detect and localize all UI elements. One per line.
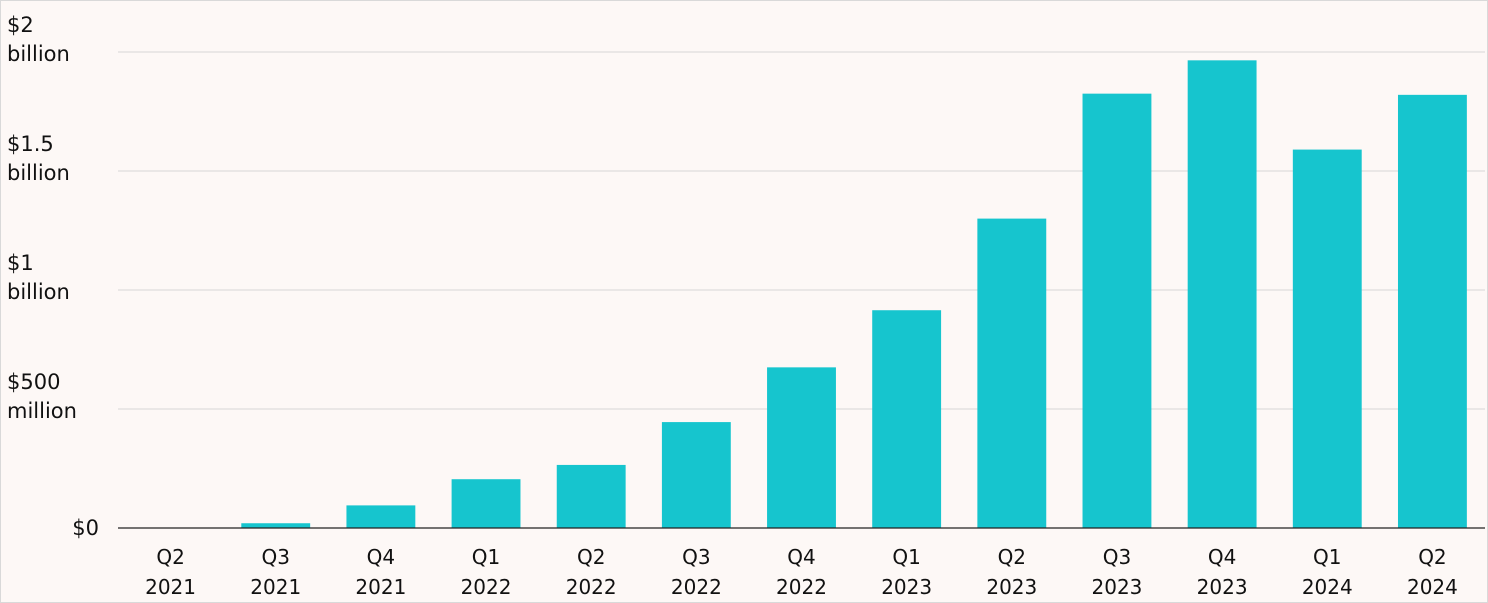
y-tick-label: $500 [7, 370, 60, 394]
x-tick-label: Q1 [892, 545, 920, 569]
x-tick-label: Q1 [472, 545, 500, 569]
x-axis-tick-labels: Q2 2021 Q3 2021 Q4 2021 Q1 2022 Q2 2022 Q3 2022 Q4 20… [145, 545, 1458, 599]
x-tick-label: 2024 [1302, 575, 1353, 599]
x-tick-label: Q2 [998, 545, 1026, 569]
y-tick-label: $1.5 [7, 132, 54, 156]
x-tick-label: Q2 [577, 545, 605, 569]
x-tick-label: 2024 [1407, 575, 1458, 599]
x-tick-label: 2021 [145, 575, 196, 599]
x-tick-label: Q4 [367, 545, 395, 569]
bars [241, 60, 1467, 529]
x-tick-label: Q2 [156, 545, 184, 569]
x-tick-label: 2021 [355, 575, 406, 599]
x-tick-label: 2023 [1197, 575, 1248, 599]
bar [977, 218, 1047, 528]
x-tick-label: 2023 [986, 575, 1037, 599]
y-tick-label: billion [7, 42, 70, 66]
gridlines [118, 51, 1485, 410]
bar [346, 505, 416, 528]
x-tick-label: 2022 [776, 575, 827, 599]
bar [767, 367, 836, 528]
y-axis-tick-labels: $0 $500 million $1 billion $1.5 billion $2 billi… [7, 13, 99, 540]
y-tick-label: billion [7, 161, 70, 185]
bar [451, 479, 521, 528]
bar [1292, 149, 1362, 528]
x-tick-label: Q3 [682, 545, 710, 569]
bar [241, 523, 311, 528]
bar [872, 310, 942, 528]
x-tick-label: 2022 [671, 575, 722, 599]
y-tick-label: million [7, 399, 77, 423]
x-tick-label: 2023 [1092, 575, 1143, 599]
bar [1397, 94, 1467, 528]
x-tick-label: Q4 [787, 545, 815, 569]
x-tick-label: 2022 [461, 575, 512, 599]
bar [661, 422, 731, 528]
x-tick-label: Q1 [1313, 545, 1341, 569]
x-tick-label: Q3 [1103, 545, 1131, 569]
bar [1187, 60, 1257, 529]
x-tick-label: Q3 [261, 545, 289, 569]
x-tick-label: 2021 [250, 575, 301, 599]
y-tick-label: $2 [7, 13, 34, 37]
y-tick-label: billion [7, 280, 70, 304]
bar [556, 464, 626, 528]
bar [1082, 93, 1152, 529]
x-tick-label: 2023 [881, 575, 932, 599]
x-tick-label: Q4 [1208, 545, 1236, 569]
x-tick-label: Q2 [1418, 545, 1446, 569]
y-tick-label: $1 [7, 251, 34, 275]
x-tick-label: 2022 [566, 575, 617, 599]
y-tick-label: $0 [72, 516, 99, 540]
